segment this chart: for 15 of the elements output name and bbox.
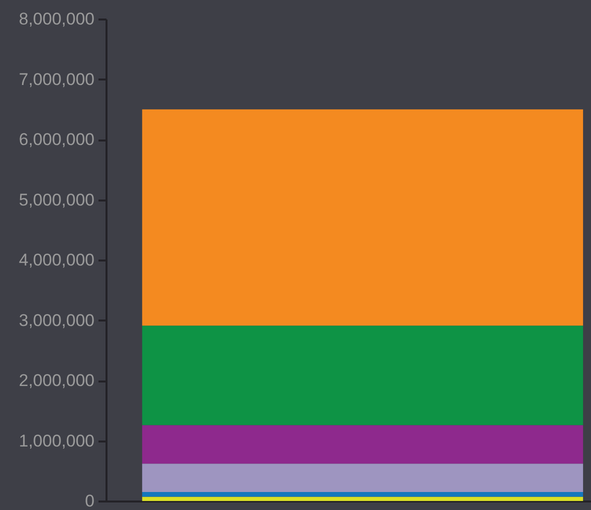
bar <box>142 326 584 426</box>
y-tick-label: 8,000,000 <box>18 10 94 28</box>
y-tick-label: 0 <box>85 492 94 510</box>
bar <box>142 492 584 497</box>
y-tick-label: 2,000,000 <box>18 371 94 390</box>
bar <box>142 464 584 492</box>
y-tick-label: 3,000,000 <box>18 310 94 330</box>
bar <box>142 109 584 326</box>
y-tick-label: 5,000,000 <box>18 190 94 210</box>
bar <box>142 425 584 464</box>
y-tick-label: 6,000,000 <box>18 130 94 149</box>
bar <box>142 496 584 501</box>
y-tick-label: 1,000,000 <box>18 431 94 450</box>
y-tick-label: 4,000,000 <box>18 250 94 270</box>
y-tick-label: 7,000,000 <box>18 70 94 89</box>
